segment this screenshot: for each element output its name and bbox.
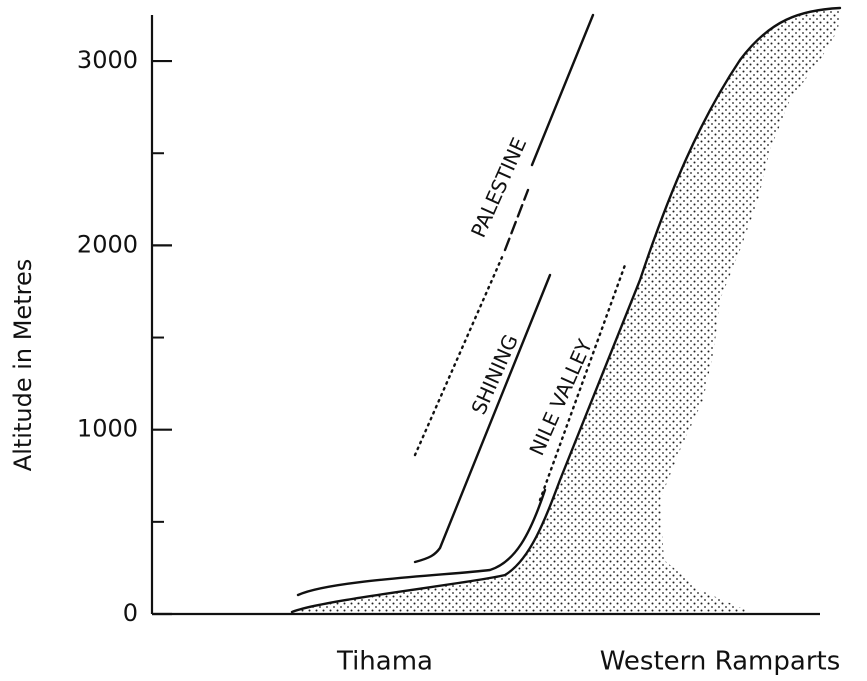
y-axis-label: Altitude in Metres xyxy=(9,259,37,471)
rampart-profile xyxy=(290,6,842,614)
palestine-dashed xyxy=(503,188,530,252)
x-region-label: Tihama xyxy=(336,647,433,677)
stippled-rampart xyxy=(292,8,840,612)
y-tick-label: 1000 xyxy=(77,415,138,443)
nile-dotted xyxy=(538,263,627,502)
palestine-solid xyxy=(530,13,595,167)
curve-label: SHINING xyxy=(466,331,522,418)
palestine-dotted xyxy=(413,253,505,457)
x-region-label: Western Ramparts xyxy=(600,647,841,677)
curve-label: PALESTINE xyxy=(466,134,531,241)
upper-profile xyxy=(413,273,552,564)
y-tick-label: 2000 xyxy=(77,230,138,258)
shining-profile xyxy=(296,488,547,597)
y-tick-label: 0 xyxy=(123,599,138,627)
y-tick-label: 3000 xyxy=(77,46,138,74)
